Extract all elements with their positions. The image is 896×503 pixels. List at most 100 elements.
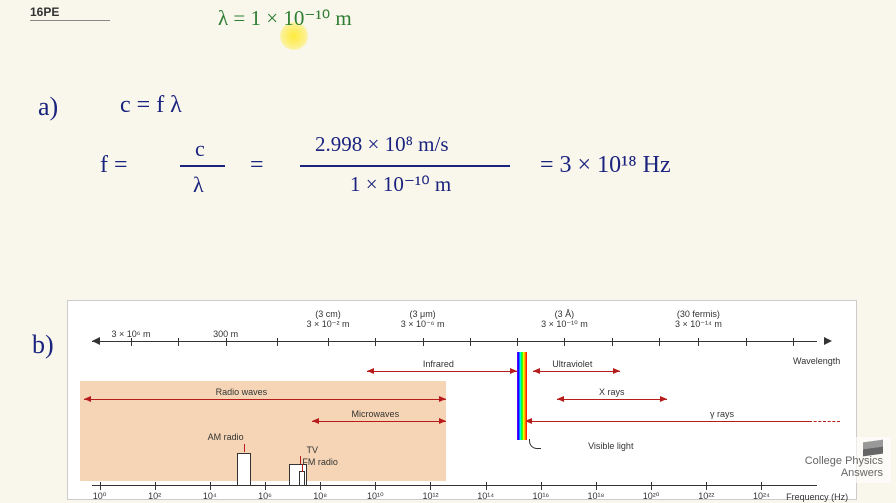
logo-line2: Answers	[841, 467, 883, 479]
given-lambda: λ = 1 × 10⁻¹⁰ m	[218, 6, 352, 31]
wl-label-0: 3 × 10⁶ m	[112, 329, 151, 339]
wavelength-arrowhead-l	[92, 337, 100, 345]
fm-box	[299, 471, 305, 485]
xrays-arrow	[557, 399, 667, 400]
f1: 10²	[148, 491, 161, 501]
frac2-bot: 1 × 10⁻¹⁰ m	[350, 172, 451, 197]
f4: 10⁸	[313, 491, 327, 501]
wl-tick	[178, 338, 179, 346]
infrared-label: Infrared	[423, 359, 454, 369]
wl-tick	[564, 338, 565, 346]
underline	[30, 20, 110, 21]
f9: 10¹⁸	[588, 491, 605, 501]
infrared-arrow	[367, 371, 517, 372]
wl-tick	[746, 338, 747, 346]
freq-hz: Frequency (Hz)	[786, 492, 848, 502]
wl-top-5: (30 fermis)	[677, 309, 720, 319]
wl-top-4: (3 Å)	[555, 309, 575, 319]
microwaves-arrow	[312, 421, 446, 422]
f-tick	[320, 482, 321, 490]
eq-middle: =	[250, 152, 264, 179]
f-tick	[651, 482, 652, 490]
wl-label-2: 3 × 10⁻² m	[307, 319, 350, 330]
wavelength-arrowhead-r	[824, 337, 832, 345]
problem-id: 16PE	[30, 5, 59, 19]
wl-tick	[793, 338, 794, 346]
frac1-bar	[180, 165, 225, 167]
graduation-cap-icon	[863, 440, 883, 457]
f5: 10¹⁰	[367, 491, 384, 502]
f10: 10²⁰	[643, 491, 660, 502]
tv-label: TV	[307, 445, 319, 455]
microwaves-label: Microwaves	[352, 409, 400, 419]
wl-label-1: 300 m	[213, 329, 238, 339]
wavelength-label: Wavelength	[793, 356, 840, 366]
f-tick	[155, 482, 156, 490]
am-label: AM radio	[208, 432, 244, 442]
f-tick	[265, 482, 266, 490]
f-tick	[210, 482, 211, 490]
f12: 10²⁴	[753, 491, 770, 501]
radio-label: Radio waves	[216, 387, 268, 397]
f-tick	[375, 482, 376, 490]
part-a-label: a)	[38, 92, 58, 122]
frac2-bar	[300, 165, 510, 167]
eq-c-flambda: c = f λ	[120, 92, 182, 119]
visible-light-band	[517, 352, 527, 440]
f11: 10²²	[698, 491, 714, 501]
f2: 10⁴	[203, 491, 217, 501]
wl-top-2: (3 cm)	[315, 309, 341, 319]
wl-top-3: (3 μm)	[410, 309, 436, 319]
ultraviolet-arrow	[533, 371, 620, 372]
frac1-top: c	[195, 136, 205, 162]
frequency-axis	[92, 485, 817, 486]
f-tick	[100, 482, 101, 490]
f0: 10⁰	[93, 491, 107, 502]
wl-tick	[226, 338, 227, 346]
part-b-label: b)	[32, 330, 54, 360]
f8: 10¹⁶	[532, 491, 549, 501]
wl-tick	[328, 338, 329, 346]
f-tick	[486, 482, 487, 490]
eq-result: = 3 × 10¹⁸ Hz	[540, 152, 671, 179]
frac1-bot: λ	[193, 172, 204, 198]
f-tick	[430, 482, 431, 490]
gamma-arrow	[525, 421, 809, 422]
fm-label: FM radio	[302, 457, 338, 467]
f-tick	[541, 482, 542, 490]
wl-label-4: 3 × 10⁻¹⁰ m	[541, 319, 588, 330]
frac2-top: 2.998 × 10⁸ m/s	[315, 132, 449, 157]
eq-f-lhs: f =	[100, 152, 128, 179]
visible-pointer	[529, 439, 541, 449]
tv-wiggly	[300, 456, 301, 464]
f-tick	[761, 482, 762, 490]
visible-label: Visible light	[588, 441, 633, 451]
f6: 10¹²	[422, 491, 438, 501]
wl-tick	[470, 338, 471, 346]
gamma-label: γ rays	[710, 409, 734, 419]
logo: College Physics Answers	[797, 437, 891, 483]
wl-label-3: 3 × 10⁻⁶ m	[401, 319, 445, 330]
wl-tick	[277, 338, 278, 346]
wavelength-axis	[92, 341, 817, 342]
logo-line1: College Physics	[805, 455, 883, 467]
am-wiggly	[244, 444, 245, 452]
f3: 10⁶	[258, 491, 272, 501]
em-spectrum-diagram: Wavelength 3 × 10⁶ m 300 m (3 cm) 3 × 10…	[67, 300, 857, 500]
f7: 10¹⁴	[477, 491, 494, 501]
wl-tick	[375, 338, 376, 346]
gamma-dashed	[809, 421, 841, 422]
wl-tick	[517, 338, 518, 346]
am-box	[237, 453, 251, 485]
f-tick	[706, 482, 707, 490]
wl-label-5: 3 × 10⁻¹⁴ m	[675, 319, 722, 330]
f-tick	[596, 482, 597, 490]
wl-tick	[659, 338, 660, 346]
wl-tick	[612, 338, 613, 346]
ultraviolet-label: Ultraviolet	[552, 359, 592, 369]
radio-arrow	[84, 399, 446, 400]
xrays-label: X rays	[599, 387, 625, 397]
wl-tick	[131, 338, 132, 346]
wl-tick	[423, 338, 424, 346]
wl-tick	[698, 338, 699, 346]
